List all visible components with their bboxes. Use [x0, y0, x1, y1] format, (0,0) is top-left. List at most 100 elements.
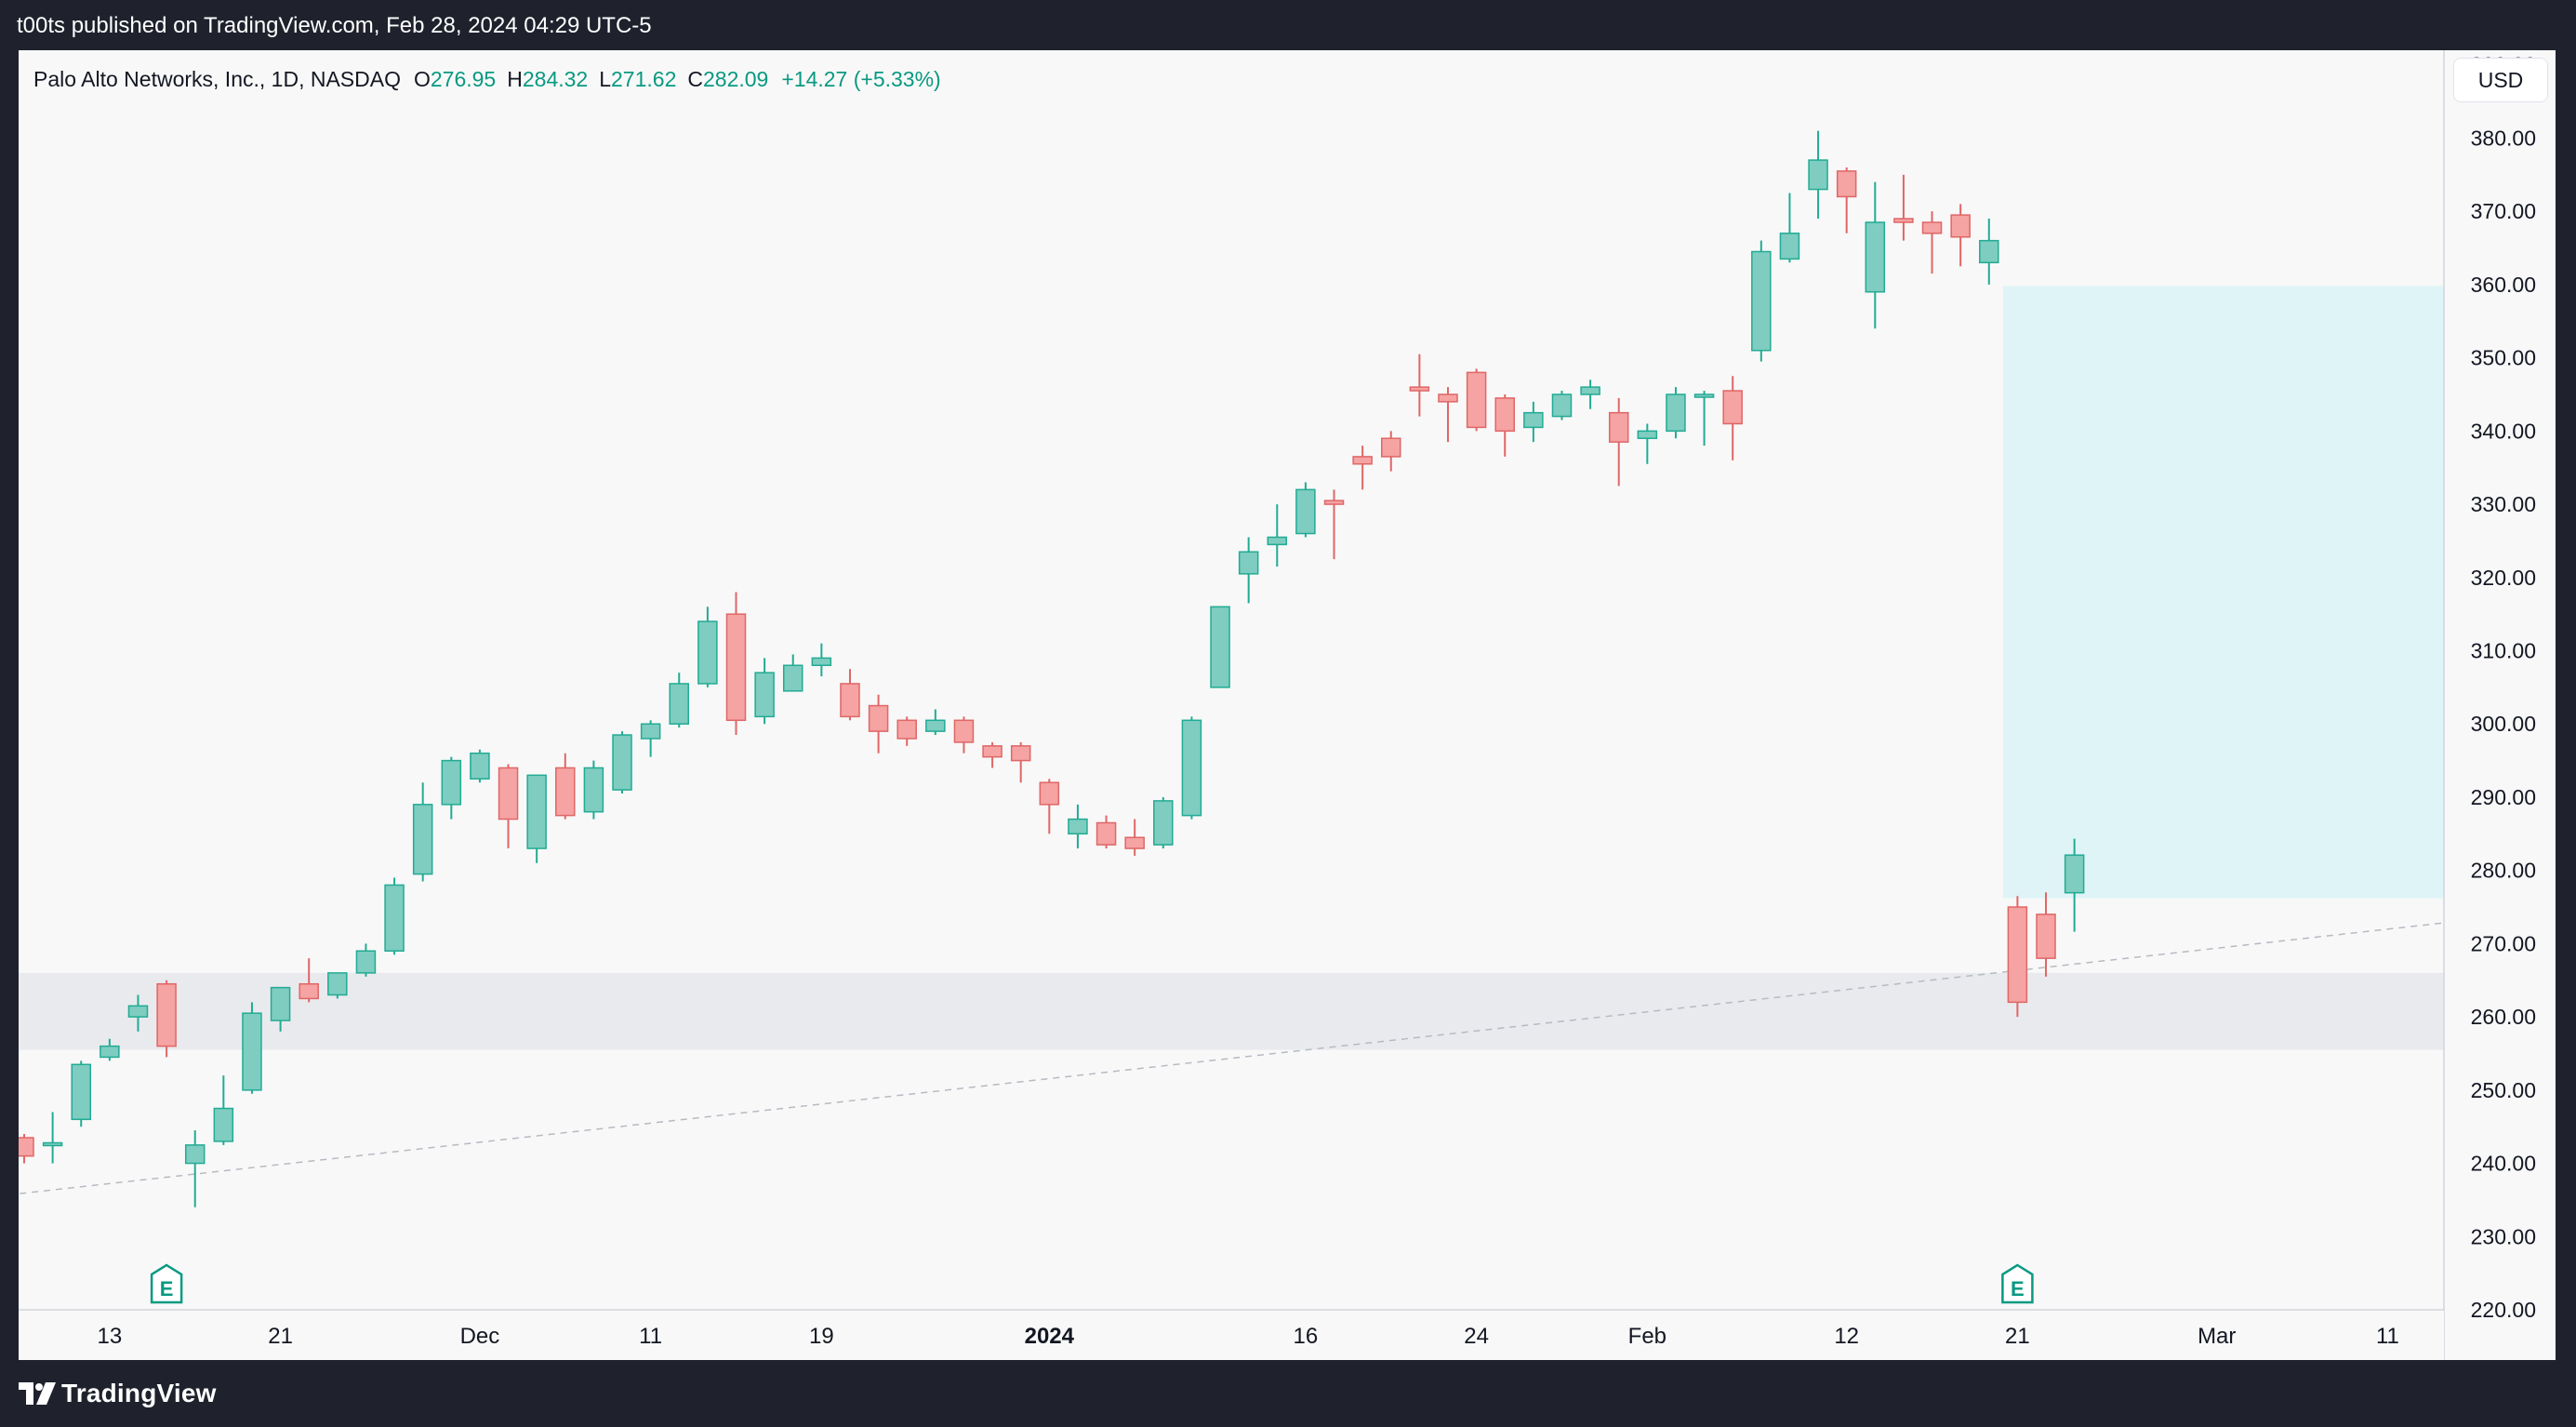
close-label: C	[687, 67, 703, 91]
time-tick-label: Dec	[460, 1324, 500, 1349]
candle-up	[1979, 219, 1999, 285]
candle-down	[156, 980, 177, 1058]
candle-up	[2064, 838, 2085, 932]
candle-body	[1722, 390, 1743, 425]
candle-body	[1068, 818, 1088, 835]
candle-body	[327, 972, 348, 996]
price-tick-label: 350.00	[2471, 346, 2536, 370]
candle-up	[1551, 391, 1573, 420]
candle-body	[1438, 393, 1458, 403]
candle-up	[1751, 240, 1772, 362]
candle-body	[2007, 906, 2028, 1004]
candle-down	[1010, 741, 1031, 783]
time-tick-label: 12	[1834, 1324, 1859, 1349]
candle-down	[1608, 397, 1629, 487]
footer-bar: TradingView	[0, 1360, 2576, 1427]
candle-down	[1836, 167, 1857, 233]
candle-up	[1637, 423, 1658, 464]
symbol-legend: Palo Alto Networks, Inc., 1D, NASDAQ O276…	[33, 67, 941, 92]
tradingview-logo-icon[interactable]	[19, 1380, 56, 1407]
low-label: L	[599, 67, 612, 91]
price-tick-label: 270.00	[2471, 931, 2536, 955]
candle-body	[1893, 218, 1914, 223]
candle-up	[1693, 391, 1715, 447]
candle-up	[270, 986, 291, 1032]
candle-body	[697, 620, 718, 685]
price-tick-label: 280.00	[2471, 859, 2536, 883]
candle-body	[555, 767, 576, 817]
candle-body	[1323, 500, 1345, 505]
time-tick-label: 13	[98, 1324, 123, 1349]
price-tick-label: 360.00	[2471, 273, 2536, 297]
candle-up	[669, 673, 690, 728]
currency-button[interactable]: USD	[2453, 58, 2548, 102]
candle-body	[782, 664, 803, 692]
candle-down	[299, 958, 319, 1003]
candle-body	[925, 719, 946, 732]
candle-up	[1068, 804, 1088, 849]
candle-body	[1865, 221, 1886, 293]
candle-body	[811, 657, 832, 667]
candle-down	[1921, 211, 1943, 274]
candle-body	[270, 986, 291, 1021]
price-tick-label: 220.00	[2471, 1298, 2536, 1322]
candle-body	[1181, 719, 1202, 817]
candle-up	[583, 760, 604, 820]
candle-body	[1210, 606, 1230, 688]
candle-body	[1352, 456, 1373, 465]
earnings-marker-label: E	[2011, 1277, 2025, 1300]
candle-body	[299, 982, 319, 1000]
candle-body	[242, 1012, 262, 1091]
candle-body	[896, 719, 917, 740]
candle-body	[1808, 159, 1828, 191]
candle-up	[782, 654, 803, 692]
candle-up	[1295, 482, 1316, 538]
time-tick-label: 11	[2376, 1324, 2399, 1349]
candle-body	[868, 704, 889, 732]
candle-body	[1666, 393, 1686, 433]
candle-up	[42, 1112, 63, 1164]
candle-body	[127, 1005, 149, 1018]
candle-body	[1381, 437, 1401, 458]
candle-body	[1551, 393, 1573, 418]
earnings-marker-badge	[2001, 1263, 2034, 1304]
candle-up	[1666, 387, 1686, 439]
candle-body	[1637, 430, 1658, 439]
candle-up	[100, 1038, 120, 1061]
high-value: 284.32	[522, 67, 589, 91]
candle-body	[982, 745, 1003, 758]
price-tick-label: 300.00	[2471, 712, 2536, 736]
price-tick-label: 330.00	[2471, 492, 2536, 516]
candle-down	[896, 716, 917, 746]
candle-body	[612, 734, 632, 791]
candle-body	[669, 683, 690, 725]
time-tick-label: Mar	[2198, 1324, 2236, 1349]
candle-body	[1921, 221, 1943, 234]
candle-up	[1153, 796, 1174, 849]
candle-body	[498, 767, 519, 820]
high-label: H	[507, 67, 523, 91]
candle-up	[925, 709, 946, 736]
candle-up	[1210, 606, 1230, 688]
candle-body	[71, 1063, 91, 1121]
candle-up	[1238, 537, 1259, 604]
time-tick-label: 19	[809, 1324, 834, 1349]
price-tick-label: 370.00	[2471, 199, 2536, 223]
time-axis	[19, 1311, 2444, 1360]
candle-down	[1950, 204, 1971, 267]
time-tick-label: 11	[639, 1324, 662, 1349]
candle-body	[1608, 411, 1629, 443]
low-value: 271.62	[611, 67, 677, 91]
candle-body	[1039, 781, 1060, 806]
candle-up	[384, 877, 405, 955]
candle-down	[2007, 896, 2028, 1018]
candle-body	[1267, 536, 1288, 546]
candle-up	[612, 731, 632, 794]
candle-down	[725, 592, 747, 736]
candle-up	[213, 1075, 234, 1145]
candle-up	[1779, 193, 1800, 263]
time-tick-label: 16	[1294, 1324, 1319, 1349]
candle-body	[100, 1045, 120, 1059]
